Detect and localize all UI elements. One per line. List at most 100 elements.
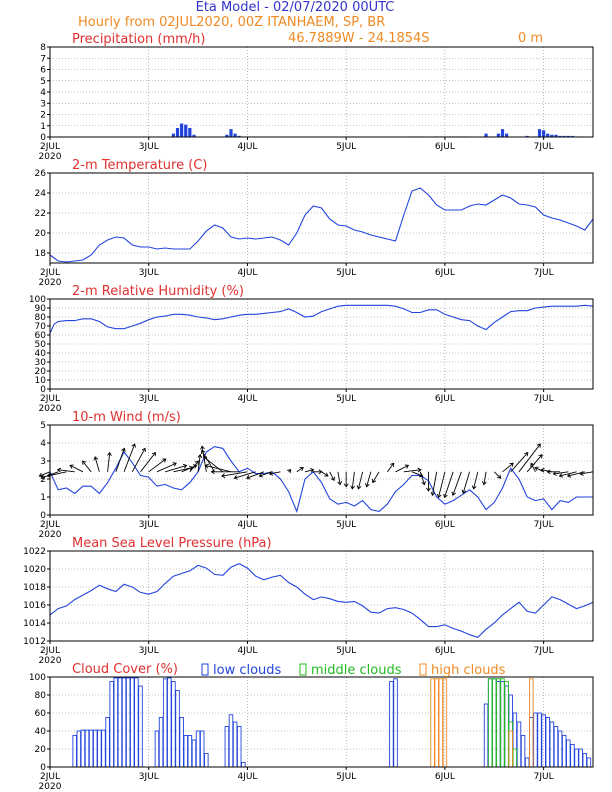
y-tick-label: 100 [29,673,46,683]
cloud-bar-low [578,748,583,768]
precip-bar [171,133,176,137]
wind-arrow-head [56,467,62,473]
cloud-bar-low [162,678,168,768]
x-tick-sublabel: 2020 [39,404,62,414]
wind-arrow-head [204,463,209,469]
wind-arrow-head [192,464,198,469]
wind-arrow [411,471,423,477]
wind-arrow [234,471,256,479]
legend-mid-swatch [299,663,307,676]
x-tick-label: 4JUL [237,772,257,782]
cloud-bar-low [241,762,246,768]
wind-arrow [493,471,501,479]
wind-arrow [189,460,199,473]
precip-bar [542,130,546,137]
wind-line [49,446,593,514]
cloud-bar-low [175,690,180,768]
wind-arrow-head [350,485,355,490]
y-tick-label: 0 [40,763,46,773]
y-tick-label: 20 [35,367,47,377]
model-title: Eta Model - 02/07/2020 00UTC [196,0,395,15]
x-tick-label: 4JUL [237,646,257,656]
y-tick-label: 1 [40,122,46,132]
y-tick-label: 40 [35,349,47,359]
wind-arrow-head [162,458,167,463]
wind-arrow-head [258,472,263,478]
x-tick-sublabel: 2020 [39,782,62,792]
x-tick-label: 5JUL [336,394,356,404]
wind-arrow-head [221,473,226,478]
cloud-bar-low [171,681,176,768]
cloud-bar-low [516,721,522,768]
cloud-bar-low [504,685,509,768]
wind-arrow-head [451,491,457,497]
y-tick-label: 5 [40,421,46,431]
precip-bar [184,124,188,137]
y-tick-label: 3 [40,99,46,109]
y-tick-label: 8 [40,43,46,53]
y-tick-label: 60 [35,331,47,341]
cloud-bar-low [113,677,119,768]
wind-arrow [69,464,84,473]
y-tick-label: 2 [40,111,46,121]
wind-arrow [296,467,304,473]
wind-arrow-head [546,469,551,475]
x-tick-label: 2JUL [40,142,60,152]
y-tick-label: 4 [40,439,46,449]
cloud-bar-low [496,681,501,768]
wind-arrow-head [337,481,342,486]
x-tick-label: 3JUL [139,142,159,152]
y-tick-label: 20 [35,745,47,755]
cloud-bar-low [204,753,209,768]
wind-arrow [197,454,201,472]
y-tick-label: 1022 [23,547,46,557]
x-tick-label: 7JUL [534,268,554,278]
wind-arrow [580,471,594,475]
cloud-bar-low [80,729,86,768]
wind-arrow [438,471,446,498]
cloud-bar-low [92,729,98,768]
wind-arrow-head [436,493,442,499]
wind-arrow-head [471,485,477,490]
wind-arrow [115,448,125,472]
wind-arrow [337,471,341,485]
wind-arrow-head [443,493,448,499]
cloud-bar-low [158,717,164,768]
wind-arrow-head [417,467,422,473]
x-tick-label: 6JUL [435,520,455,530]
precip-bar [525,135,529,137]
wind-arrow [553,471,569,475]
y-tick-label: 1016 [23,601,46,611]
precip-bar [554,134,558,137]
y-tick-label: 50 [35,340,47,350]
wind-arrow [366,471,372,487]
panel-temperature: 18 20 22 24 26 2JUL2020 3JUL 4JUL 5JUL 6JUL 7JUL 2-… [35,158,594,288]
wind-arrow-head [540,467,545,473]
precip-bar [558,135,562,137]
humidity-line [49,304,594,334]
wind-arrow-head [299,467,304,472]
y-tick-label: 20 [35,229,47,239]
x-tick-label: 6JUL [435,646,455,656]
y-tick-label: 80 [35,691,47,701]
location-coords: 46.7889W - 24.1854S [288,31,430,46]
panel-title: 2-m Temperature (C) [72,158,207,173]
wind-arrow [259,471,273,477]
wind-arrow [526,454,543,473]
wind-arrow [372,471,380,483]
cloud-bar-low [553,726,559,768]
cloud-bar-low [183,735,188,768]
y-tick-label: 1012 [23,637,46,647]
cloud-bar-low [191,739,197,768]
legend-low-swatch [201,663,209,676]
cloud-bar-low [224,726,230,768]
wind-arrow [403,469,421,473]
y-tick-label: 80 [35,313,47,323]
panel-frame [49,424,594,516]
wind-arrow [94,456,100,472]
precip-bar [188,128,192,137]
wind-arrow [140,452,156,473]
